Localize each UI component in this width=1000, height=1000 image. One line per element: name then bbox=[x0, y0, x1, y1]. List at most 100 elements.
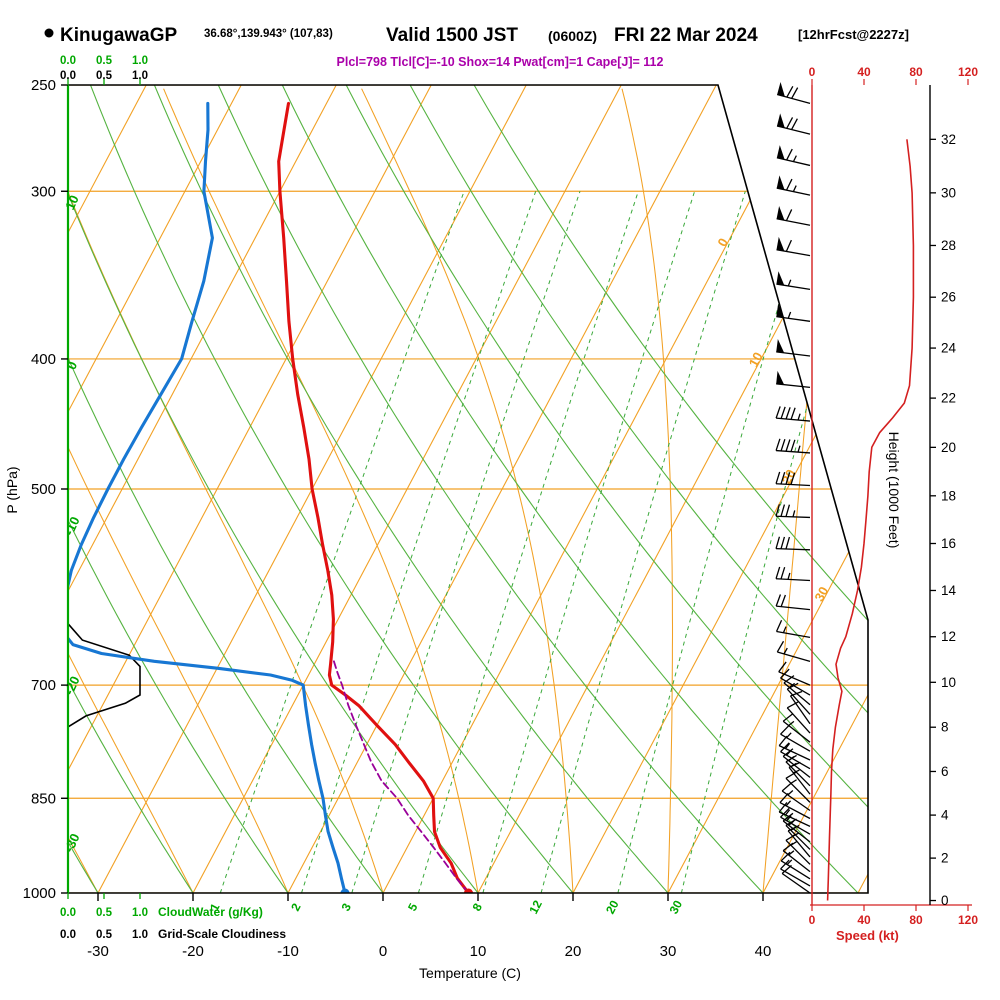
valid-time: Valid 1500 JST bbox=[386, 25, 518, 46]
cloudiness-profile bbox=[67, 85, 141, 893]
cloudwater-scale-label-top: 1.0 bbox=[132, 55, 148, 67]
dry-adiabat-label: -10 bbox=[61, 514, 83, 537]
mixing-ratio-label: 30 bbox=[667, 898, 686, 917]
wind-barb bbox=[786, 682, 811, 715]
wind-barb bbox=[775, 438, 811, 454]
mixing-ratio-label: 2 bbox=[288, 901, 304, 914]
wind-barb bbox=[780, 859, 811, 887]
isotherm-label: 0 bbox=[714, 236, 731, 249]
dewpoint-curve bbox=[68, 101, 347, 893]
height-tick-label: 16 bbox=[941, 536, 956, 551]
pressure-tick-label: 1000 bbox=[23, 885, 56, 902]
isotherm-label: 10 bbox=[746, 350, 766, 370]
temp-tick-label: 40 bbox=[755, 943, 772, 960]
pressure-tick-label: 400 bbox=[31, 351, 56, 368]
dry-adiabat-label: -20 bbox=[61, 674, 83, 697]
dry-adiabat-line bbox=[68, 85, 289, 893]
moist-adiabat-line bbox=[621, 88, 674, 893]
surface-temperature-dot bbox=[464, 888, 473, 893]
wind-barb bbox=[782, 713, 811, 743]
wind-barb bbox=[776, 82, 811, 104]
dry-adiabat-line bbox=[409, 85, 868, 893]
height-tick-label: 26 bbox=[941, 290, 956, 305]
parcel-curve bbox=[331, 656, 470, 893]
cloudwater-scale-label-bottom: 1.0 bbox=[132, 907, 148, 919]
station-bullet-icon bbox=[44, 28, 54, 38]
speed-tick-label-top: 120 bbox=[958, 65, 978, 79]
cloudiness-axis-title: Grid-Scale Cloudiness bbox=[158, 927, 286, 941]
dry-adiabat-label: 0 bbox=[64, 359, 81, 372]
cloudiness-scale-label-bottom: 0.5 bbox=[96, 929, 113, 941]
isotherm-line bbox=[68, 85, 147, 893]
cloudwater-scale-label-bottom: 0.5 bbox=[96, 907, 113, 919]
wind-barb bbox=[775, 471, 811, 487]
height-tick-label: 2 bbox=[941, 851, 949, 866]
pressure-axis-title: P (hPa) bbox=[4, 466, 20, 513]
wind-barb bbox=[780, 807, 811, 835]
temperature-curve bbox=[277, 101, 471, 893]
mixing-ratio-line bbox=[417, 191, 639, 893]
mixing-ratio-label: 8 bbox=[470, 901, 486, 914]
isotherm-line bbox=[667, 85, 868, 893]
wind-barb bbox=[776, 271, 811, 291]
dry-adiabat-line bbox=[68, 85, 194, 893]
mixing-ratio-line bbox=[482, 191, 696, 893]
moist-adiabat-line bbox=[68, 88, 289, 893]
cloudwater-scale-label-bottom: 0.0 bbox=[60, 907, 76, 919]
dry-adiabat-line bbox=[68, 85, 479, 893]
pressure-tick-label: 300 bbox=[31, 183, 56, 200]
mixing-ratio-label: 5 bbox=[405, 901, 421, 914]
temp-tick-label: 10 bbox=[470, 943, 487, 960]
pressure-tick-label: 850 bbox=[31, 790, 56, 807]
temperature-axis-title: Temperature (C) bbox=[419, 965, 521, 981]
height-tick-label: 14 bbox=[941, 583, 957, 598]
pressure-tick-label: 250 bbox=[31, 77, 56, 94]
moist-adiabat-line bbox=[0, 89, 3, 893]
isotherm-line bbox=[762, 85, 868, 893]
isotherm-line bbox=[192, 85, 622, 893]
sounding-profiles bbox=[68, 101, 473, 893]
isotherm-label: 30 bbox=[811, 584, 831, 604]
isotherm-line bbox=[68, 85, 432, 893]
wind-barb bbox=[778, 661, 811, 686]
height-axis-title: Height (1000 Feet) bbox=[886, 432, 902, 549]
speed-tick-label-top: 80 bbox=[909, 65, 923, 79]
wind-barb bbox=[776, 145, 811, 167]
speed-tick-label: 40 bbox=[857, 913, 871, 927]
isotherm-line bbox=[857, 85, 868, 893]
cloudiness-scale-label-top: 0.0 bbox=[60, 70, 76, 82]
dry-adiabat-line bbox=[217, 85, 764, 893]
speed-curve bbox=[826, 139, 915, 901]
isotherm-line bbox=[68, 85, 242, 893]
wind-barb bbox=[778, 802, 811, 827]
wind-barb bbox=[789, 690, 811, 725]
wind-barb bbox=[775, 619, 811, 639]
mixing-ratio-label: 12 bbox=[526, 898, 545, 917]
mixing-ratio-line bbox=[680, 191, 868, 893]
plot-border bbox=[68, 84, 869, 894]
cloudwater-scale-label-top: 0.0 bbox=[60, 55, 76, 67]
valid-date: FRI 22 Mar 2024 bbox=[614, 25, 758, 46]
mixing-ratio-line bbox=[219, 191, 465, 893]
speed-tick-label-top: 0 bbox=[809, 65, 816, 79]
height-tick-label: 32 bbox=[941, 132, 956, 147]
pressure-tick-label: 700 bbox=[31, 677, 56, 694]
wind-barb bbox=[776, 113, 811, 135]
valid-utc: (0600Z) bbox=[548, 28, 597, 44]
wind-barb bbox=[782, 842, 811, 873]
cloudwater-axis-title: CloudWater (g/Kg) bbox=[158, 905, 263, 919]
speed-tick-label: 80 bbox=[909, 913, 923, 927]
temp-tick-label: -10 bbox=[277, 943, 299, 960]
wind-barb bbox=[776, 370, 811, 389]
speed-tick-label: 120 bbox=[958, 913, 978, 927]
height-tick-label: 18 bbox=[941, 488, 956, 503]
dry-adiabat-line bbox=[0, 85, 3, 893]
dry-adiabat-line bbox=[345, 85, 868, 893]
height-tick-label: 20 bbox=[941, 440, 956, 455]
wind-barb bbox=[785, 771, 811, 803]
height-tick-label: 28 bbox=[941, 238, 956, 253]
station-name: KinugawaGP bbox=[60, 25, 178, 46]
moist-adiabat-line bbox=[361, 88, 574, 893]
wind-barb bbox=[780, 851, 811, 880]
